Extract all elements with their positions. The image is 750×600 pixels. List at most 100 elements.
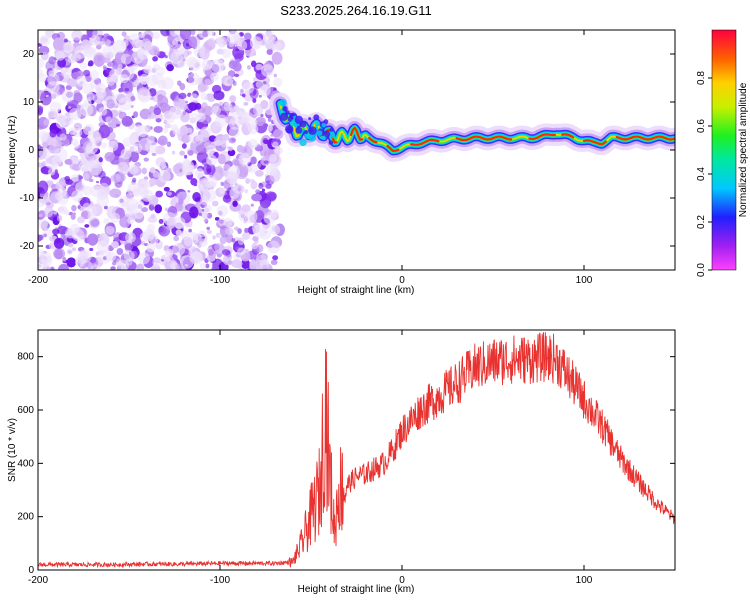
noise-blob [111,261,117,266]
noise-haze [138,179,150,191]
noise-haze [161,165,168,172]
noise-blob [95,180,100,184]
noise-haze [106,77,116,86]
noise-blob [118,87,124,93]
noise-haze [103,217,110,225]
noise-blob [64,175,71,182]
noise-blob [89,247,94,252]
colorbar-tick-label: 0.4 [696,167,707,181]
noise-haze [182,158,191,167]
noise-blob [157,135,168,146]
noise-blob [241,231,251,240]
noise-haze [224,77,234,87]
track-blob [308,126,317,135]
noise-blob [253,103,264,116]
track-blob [321,135,326,141]
noise-blob [110,240,119,249]
noise-blob [272,128,284,140]
noise-haze [173,217,186,230]
noise-blob [77,175,83,180]
noise-haze [83,123,95,136]
noise-haze [96,193,110,207]
noise-blob [51,184,56,188]
noise-blob [66,257,77,268]
noise-blob [249,260,259,270]
noise-blob [84,224,90,228]
track-blob [316,130,323,137]
track-peak [528,133,556,140]
noise-blob [38,180,49,195]
noise-blob [270,259,278,265]
noise-haze [173,44,185,56]
noise-haze [70,173,79,182]
noise-haze [169,105,183,120]
noise-haze [73,45,88,59]
noise-blob [263,123,269,128]
noise-blob [116,247,124,255]
noise-haze [143,40,153,51]
noise-blob [250,203,255,207]
noise-blob [53,37,65,52]
noise-haze [269,163,279,172]
noise-blob [266,48,273,56]
noise-blob [204,78,211,86]
noise-blob [235,58,241,64]
noise-haze [189,93,199,103]
noise-haze [186,56,198,68]
noise-blob [38,234,42,242]
noise-haze [189,250,204,265]
noise-haze [38,197,46,208]
noise-haze [223,102,233,112]
noise-blob [132,177,137,183]
spectrogram-y-tick-label: -20 [20,241,35,252]
noise-blob [243,32,252,41]
noise-haze [271,41,282,52]
noise-blob [262,81,267,85]
track-peak [615,135,675,141]
noise-blob [121,31,127,37]
noise-haze [142,229,155,242]
noise-blob [213,90,225,101]
noise-haze [53,147,68,162]
noise-blob [97,56,103,63]
noise-haze [109,212,121,223]
noise-blob [231,138,236,142]
noise-haze [236,40,248,51]
noise-blob [214,242,225,252]
noise-blob [155,190,163,198]
noise-blob [219,101,224,106]
noise-blob [113,159,120,165]
noise-haze [158,170,171,183]
noise-blob [148,105,155,113]
noise-blob [202,164,212,176]
spectrogram-y-tick-label: -10 [20,193,35,204]
noise-haze [87,212,96,221]
colorbar: 0.0 0.2 0.4 0.6 0.8 Normalized spectral ampl… [696,29,749,277]
noise-haze [88,46,97,56]
snr-y-tick-label: 400 [17,458,34,469]
noise-haze [272,141,279,148]
noise-haze [53,112,61,120]
noise-blob [73,92,83,103]
noise-haze [71,156,80,165]
track-blob [299,138,307,147]
noise-blob [190,178,198,186]
noise-blob [250,60,257,68]
noise-haze [122,137,133,148]
noise-haze [57,187,68,198]
noise-haze [98,106,108,116]
noise-haze [169,30,180,37]
noise-haze [206,144,216,155]
noise-blob [244,227,249,233]
track-blob [285,124,294,134]
noise-haze [242,81,255,94]
noise-blob [40,91,52,106]
noise-blob [87,62,92,67]
noise-haze [38,147,51,160]
noise-haze [125,232,136,243]
noise-blob [200,211,209,219]
noise-haze [202,188,217,202]
snr-panel: -200 -100 0 100 0 200 400 600 800 Height of stra… [7,329,676,595]
noise-blob [234,73,240,78]
